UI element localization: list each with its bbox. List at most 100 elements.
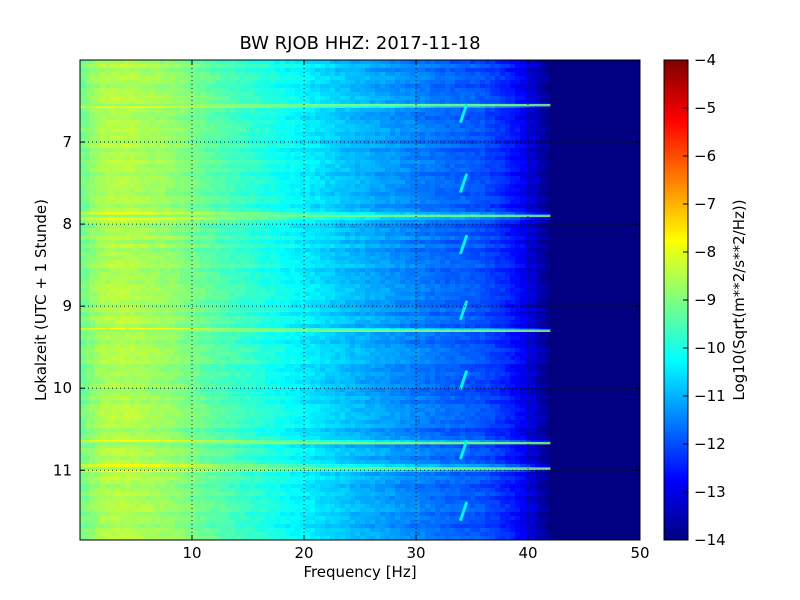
spectrogram-cell <box>170 88 176 93</box>
spectrogram-cell <box>110 152 116 157</box>
spectrogram-cell <box>420 80 426 85</box>
spectrogram-cell <box>120 120 126 125</box>
spectrogram-cell <box>355 84 361 89</box>
spectrogram-cell <box>630 100 636 105</box>
spectrogram-cell <box>125 168 131 173</box>
spectrogram-cell <box>125 212 131 217</box>
spectrogram-cell <box>580 140 586 145</box>
spectrogram-cell <box>375 88 381 93</box>
spectrogram-cell <box>600 76 606 81</box>
spectrogram-cell <box>605 148 611 153</box>
spectrogram-cell <box>190 224 196 229</box>
spectrogram-cell <box>430 136 436 141</box>
spectrogram-cell <box>345 216 351 221</box>
spectrogram-cell <box>615 144 621 149</box>
spectrogram-cell <box>205 188 211 193</box>
spectrogram-cell <box>545 172 551 177</box>
spectrogram-cell <box>500 152 506 157</box>
spectrogram-cell <box>270 168 276 173</box>
spectrogram-cell <box>495 76 501 81</box>
spectrogram-cell <box>485 152 491 157</box>
spectrogram-cell <box>170 132 176 137</box>
spectrogram-cell <box>420 120 426 125</box>
spectrogram-cell <box>575 200 581 205</box>
spectrogram-cell <box>610 184 616 189</box>
spectrogram-cell <box>275 120 281 125</box>
spectrogram-cell <box>355 220 361 225</box>
spectrogram-cell <box>465 96 471 101</box>
spectrogram-cell <box>440 220 446 225</box>
spectrogram-cell <box>185 148 191 153</box>
spectrogram-cell <box>505 176 511 181</box>
spectrogram-cell <box>380 100 386 105</box>
spectrogram-cell <box>530 80 536 85</box>
spectrogram-cell <box>570 188 576 193</box>
spectrogram-cell <box>355 120 361 125</box>
spectrogram-cell <box>165 124 171 129</box>
spectrogram-cell <box>140 124 146 129</box>
spectrogram-cell <box>375 184 381 189</box>
spectrogram-cell <box>445 116 451 121</box>
spectrogram-cell <box>565 232 571 237</box>
spectrogram-cell <box>130 68 136 73</box>
spectrogram-cell <box>290 184 296 189</box>
spectrogram-cell <box>105 144 111 149</box>
spectrogram-cell <box>555 136 561 141</box>
spectrogram-cell <box>460 68 466 73</box>
spectrogram-cell <box>160 132 166 137</box>
spectrogram-cell <box>95 128 101 133</box>
spectrogram-cell <box>160 148 166 153</box>
spectrogram-cell <box>415 184 421 189</box>
spectrogram-cell <box>610 152 616 157</box>
spectrogram-cell <box>615 180 621 185</box>
spectrogram-cell <box>435 120 441 125</box>
spectrogram-cell <box>155 132 161 137</box>
spectrogram-cell <box>635 136 640 141</box>
spectrogram-cell <box>530 180 536 185</box>
spectrogram-cell <box>600 180 606 185</box>
spectrogram-cell <box>435 144 441 149</box>
spectrogram-cell <box>110 124 116 129</box>
spectrogram-cell <box>505 140 511 145</box>
spectrogram-cell <box>160 64 166 69</box>
spectrogram-cell <box>545 96 551 101</box>
spectrogram-cell <box>495 220 501 225</box>
spectrogram-cell <box>295 76 301 81</box>
spectrogram-cell <box>185 136 191 141</box>
spectrogram-cell <box>270 60 276 65</box>
spectrogram-cell <box>510 92 516 97</box>
spectrogram-cell <box>200 68 206 73</box>
spectrogram-cell <box>235 128 241 133</box>
spectrogram-cell <box>130 156 136 161</box>
spectrogram-cell <box>190 152 196 157</box>
spectrogram-cell <box>325 88 331 93</box>
spectrogram-cell <box>310 68 316 73</box>
spectrogram-cell <box>380 156 386 161</box>
spectrogram-cell <box>225 156 231 161</box>
spectrogram-cell <box>345 132 351 137</box>
spectrogram-cell <box>395 196 401 201</box>
spectrogram-cell <box>245 228 251 233</box>
spectrogram-cell <box>540 80 546 85</box>
spectrogram-cell <box>520 204 526 209</box>
spectrogram-cell <box>185 224 191 229</box>
spectrogram-cell <box>595 168 601 173</box>
spectrogram-cell <box>605 64 611 69</box>
spectrogram-cell <box>620 88 626 93</box>
spectrogram-cell <box>350 112 356 117</box>
spectrogram-cell <box>390 84 396 89</box>
spectrogram-cell <box>625 112 631 117</box>
spectrogram-cell <box>495 172 501 177</box>
spectrogram-cell <box>255 160 261 165</box>
spectrogram-cell <box>290 88 296 93</box>
spectrogram-cell <box>355 208 361 213</box>
spectrogram-cell <box>150 128 156 133</box>
spectrogram-cell <box>455 212 461 217</box>
spectrogram-cell <box>440 136 446 141</box>
spectrogram-cell <box>165 148 171 153</box>
spectrogram-cell <box>415 224 421 229</box>
spectrogram-cell <box>195 124 201 129</box>
spectrogram-cell <box>450 72 456 77</box>
spectrogram-cell <box>550 156 556 161</box>
spectrogram-cell <box>525 148 531 153</box>
